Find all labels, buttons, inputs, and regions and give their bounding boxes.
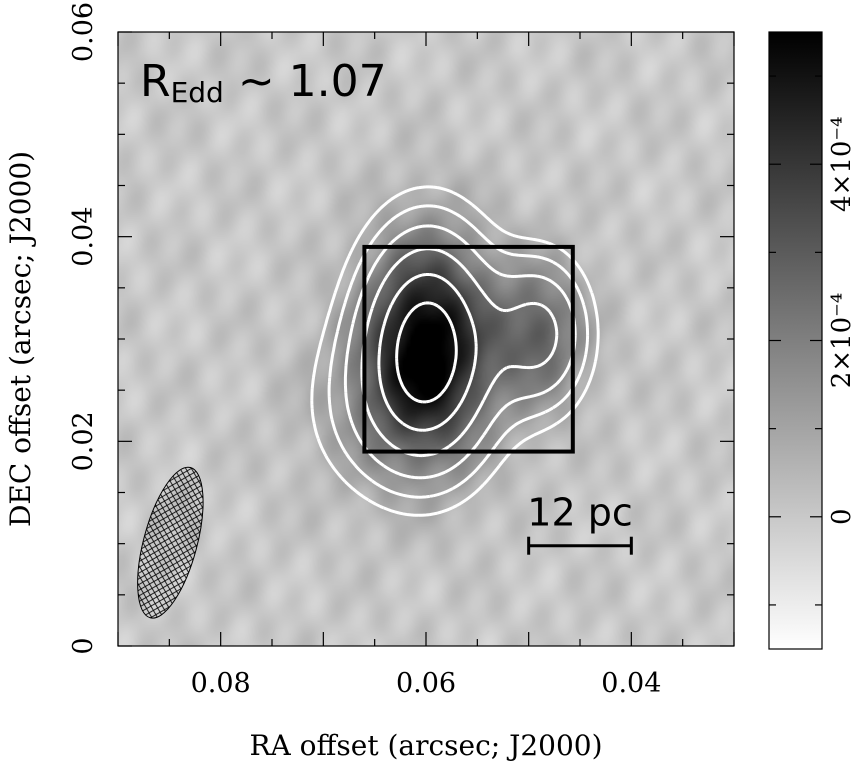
redd-subscript: Edd bbox=[171, 76, 224, 109]
y-tick-label: 0.02 bbox=[68, 411, 99, 471]
x-tick-label: 0.04 bbox=[601, 668, 661, 699]
x-tick-label: 0.08 bbox=[191, 668, 251, 699]
contour-line bbox=[395, 301, 458, 404]
redd-prefix: R bbox=[140, 56, 171, 107]
x-axis-title: RA offset (arcsec; J2000) bbox=[249, 729, 602, 762]
contour-line bbox=[310, 185, 600, 517]
contour-line bbox=[343, 224, 577, 480]
beam-ellipse bbox=[137, 466, 204, 619]
y-tick-labels: 0 0.02 0.04 0.06 bbox=[68, 2, 99, 655]
colorbar-tick-label: 4×10⁻⁴ bbox=[827, 116, 857, 212]
y-axis-title: DEC offset (arcsec; J2000) bbox=[4, 151, 37, 527]
colorbar: 0 2×10⁻⁴ 4×10⁻⁴ bbox=[768, 31, 857, 650]
heatmap-image bbox=[118, 32, 734, 646]
scale-bar-label: 12 pc bbox=[527, 491, 632, 535]
y-tick-label: 0.06 bbox=[68, 2, 99, 62]
x-tick-label: 0.06 bbox=[396, 668, 456, 699]
colorbar-ticks bbox=[769, 75, 822, 606]
colorbar-tick-label: 2×10⁻⁴ bbox=[827, 293, 857, 389]
y-tick-label: 0 bbox=[68, 637, 99, 654]
region-box bbox=[362, 244, 575, 454]
y-tick-label: 0.04 bbox=[68, 207, 99, 267]
redd-value: ~ 1.07 bbox=[224, 56, 387, 107]
axis-ticks bbox=[117, 31, 735, 647]
redd-annotation: REdd ~ 1.07 bbox=[140, 56, 387, 109]
x-tick-labels: 0.08 0.06 0.04 bbox=[191, 668, 662, 699]
scale-bar: 12 pc bbox=[527, 491, 633, 555]
colorbar-tick-label: 0 bbox=[827, 509, 857, 526]
contour-line bbox=[377, 273, 478, 432]
